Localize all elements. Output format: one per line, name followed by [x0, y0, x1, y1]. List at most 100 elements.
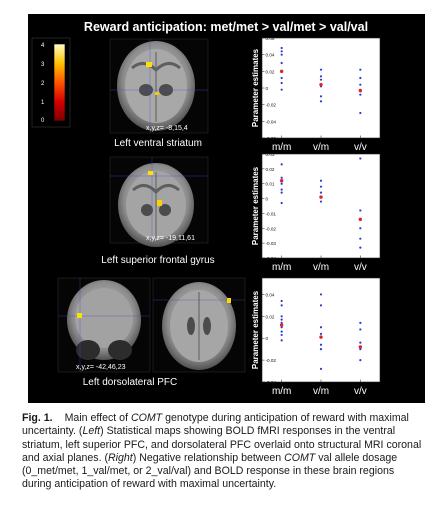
- caption-right: Right: [107, 451, 133, 464]
- data-point: [359, 76, 362, 80]
- data-point: [280, 81, 283, 85]
- x-tick-label: v/m: [313, 262, 329, 273]
- mean-point: [279, 69, 284, 74]
- colorbar-tick: 2: [41, 81, 45, 87]
- data-point: [319, 348, 323, 351]
- plot-area: [261, 37, 381, 139]
- caption-right-post: val allele dosage (0_met/met, 1_val/met,…: [22, 451, 398, 491]
- data-point: [280, 76, 283, 80]
- colorbar: 4 3 2 1 0: [31, 37, 71, 128]
- y-tick-label: 0.04: [266, 292, 275, 297]
- data-point: [319, 304, 323, 307]
- data-point: [319, 191, 323, 194]
- brain-coordinates: x,y,z= -8,15,4: [146, 125, 188, 132]
- figure-number: Fig. 1.: [22, 412, 53, 424]
- y-axis-label: Parameter estimates: [251, 48, 260, 127]
- data-point: [359, 93, 362, 96]
- brain-region-label: Left superior frontal gyrus: [101, 255, 214, 266]
- brain-coordinates: x,y,z= -19,11,61: [146, 235, 195, 242]
- brain-region-label: Left ventral striatum: [114, 138, 202, 149]
- y-tick-label: 0.04: [266, 53, 275, 58]
- colorbar-tick: 1: [41, 100, 45, 106]
- activation-blob: [227, 298, 231, 303]
- mean-point: [358, 217, 363, 222]
- colorbar-tick: 3: [41, 62, 45, 68]
- x-tick-label: m/m: [272, 386, 291, 397]
- caption-left-text: ) Statistical maps showing BOLD fMRI res…: [22, 425, 422, 464]
- mean-point: [319, 335, 323, 339]
- data-point: [280, 315, 283, 318]
- y-tick-label: 0: [266, 197, 269, 202]
- data-point: [280, 53, 283, 56]
- caption-heading-pre: Main effect of: [64, 412, 131, 424]
- y-tick-label: -0.06: [266, 136, 277, 141]
- data-point: [359, 227, 362, 230]
- y-tick-label: -0.04: [266, 256, 277, 261]
- x-tick-label: v/m: [313, 142, 329, 153]
- data-point: [359, 341, 362, 344]
- data-point: [280, 201, 283, 205]
- data-point: [319, 367, 323, 370]
- x-tick-label: v/v: [354, 142, 367, 153]
- caption-right-pre: ) Negative relationship between: [132, 451, 285, 464]
- y-tick-label: 0.01: [266, 182, 275, 187]
- data-point: [359, 157, 362, 160]
- data-point: [280, 182, 283, 185]
- mean-point: [319, 195, 323, 199]
- y-tick-label: -0.04: [266, 380, 277, 385]
- figure: Reward anticipation: met/met > val/met >…: [28, 14, 425, 403]
- mean-point: [319, 82, 323, 87]
- data-point: [319, 343, 323, 346]
- data-point: [359, 321, 362, 324]
- data-point: [359, 328, 362, 331]
- data-point: [319, 185, 323, 188]
- brain-coordinates: x,y,z= -42,46,23: [76, 364, 126, 371]
- data-point: [319, 68, 323, 71]
- activation-blob: [77, 313, 82, 318]
- y-tick-label: -0.02: [266, 103, 277, 108]
- caption-heading-post: genotype during anticipation of reward w…: [22, 412, 409, 438]
- data-point: [280, 299, 283, 303]
- data-point: [280, 326, 283, 329]
- data-point: [319, 326, 323, 329]
- activation-blob: [155, 92, 159, 95]
- data-point: [280, 191, 283, 194]
- y-tick-label: 0: [266, 86, 269, 91]
- data-point: [319, 100, 323, 103]
- data-point: [359, 348, 362, 351]
- brain-scan-coronal-2: [109, 156, 209, 247]
- x-tick-label: v/v: [354, 386, 367, 397]
- data-point: [280, 163, 283, 166]
- brain-scan-coronal-3: [57, 277, 151, 373]
- data-point: [280, 176, 283, 179]
- y-tick-label: 0.06: [266, 36, 275, 41]
- brain-scan-coronal-1: [109, 38, 209, 134]
- data-point: [280, 304, 283, 307]
- data-point: [319, 179, 323, 182]
- y-tick-label: 0.03: [266, 152, 275, 157]
- data-point: [280, 330, 283, 333]
- data-point: [280, 321, 283, 324]
- y-tick-label: 0.02: [266, 314, 275, 319]
- data-point: [319, 200, 323, 203]
- data-point: [319, 293, 323, 296]
- data-point: [359, 246, 362, 249]
- colorbar-tick: 4: [41, 43, 45, 49]
- data-point: [359, 359, 362, 362]
- scatter-chart: 0.03 0.02 0.01 0 -0.01 -0.02 -0.03 -0.04 Paramet…: [251, 152, 381, 273]
- scatter-chart: 0.06 0.04 0.02 0 -0.02 -0.04 -0.06 Parameter es…: [251, 36, 381, 153]
- y-tick-label: 0: [266, 336, 269, 341]
- figure-title: Reward anticipation: met/met > val/met >…: [84, 20, 368, 34]
- activation-blob: [157, 200, 162, 206]
- x-tick-label: m/m: [272, 142, 291, 153]
- y-axis-label: Parameter estimates: [251, 290, 260, 369]
- x-tick-label: v/m: [313, 386, 329, 397]
- mean-point: [279, 179, 284, 183]
- data-point: [319, 332, 323, 335]
- y-tick-label: -0.03: [266, 241, 277, 246]
- data-point: [280, 61, 283, 65]
- x-tick-label: v/v: [354, 262, 367, 273]
- data-point: [359, 83, 362, 86]
- y-tick-label: -0.04: [266, 119, 277, 124]
- data-point: [280, 318, 283, 321]
